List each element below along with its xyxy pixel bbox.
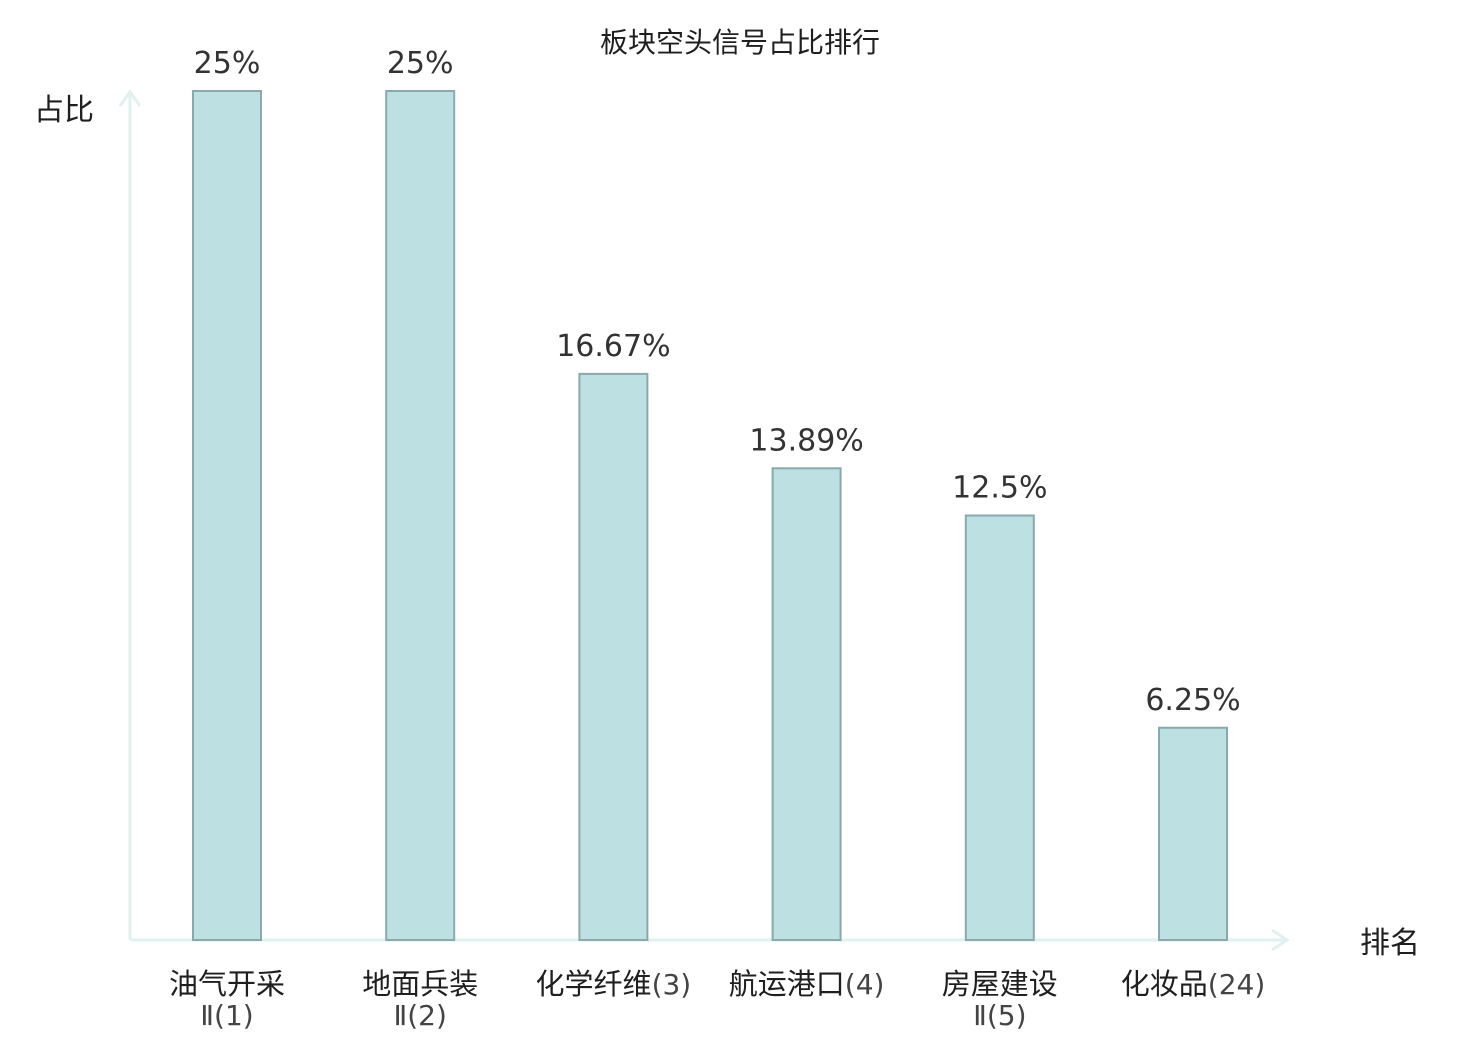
- x-axis-label: 排名: [1360, 926, 1420, 961]
- value-label-4: 13.89%: [749, 423, 863, 458]
- category-label-6: 化妆品(24): [1121, 967, 1266, 1001]
- category-name-3: 化学纤维: [536, 967, 652, 1001]
- category-rank-2: Ⅱ(2): [393, 999, 446, 1032]
- y-axis-arrow: [118, 89, 142, 107]
- chart-title: 板块空头信号占比排行: [600, 26, 880, 59]
- bar-5: [964, 514, 1035, 941]
- value-label-3: 16.67%: [556, 329, 670, 364]
- category-name-4: 航运港口: [729, 967, 845, 1001]
- value-label-2: 25%: [387, 46, 454, 81]
- bars-group: [192, 90, 1228, 942]
- category-name-5: 房屋建设: [942, 967, 1058, 1001]
- bar-3: [578, 372, 649, 942]
- value-label-5: 12.5%: [952, 471, 1047, 506]
- value-labels-group: 25% 25% 16.67% 13.89% 12.5% 6.25%: [194, 46, 1241, 718]
- category-rank-4: (4): [845, 968, 885, 1001]
- bar-4: [771, 467, 842, 941]
- x-axis-arrow: [1271, 928, 1290, 952]
- axes: [118, 89, 1290, 952]
- category-rank-1: Ⅱ(1): [200, 999, 253, 1032]
- value-label-6: 6.25%: [1145, 683, 1240, 718]
- category-name-1: 油气开采: [169, 967, 285, 1001]
- category-name-6: 化妆品: [1121, 967, 1208, 1001]
- value-label-1: 25%: [194, 46, 261, 81]
- category-rank-3: (3): [652, 968, 692, 1001]
- category-label-4: 航运港口(4): [729, 967, 885, 1001]
- category-rank-5: Ⅱ(5): [973, 999, 1026, 1032]
- bar-2: [385, 90, 456, 941]
- y-axis-label: 占比: [34, 93, 94, 128]
- category-label-3: 化学纤维(3): [536, 967, 692, 1001]
- bar-1: [192, 90, 262, 941]
- category-name-2: 地面兵装: [362, 967, 478, 1001]
- category-rank-6: (24): [1208, 968, 1265, 1001]
- bar-6: [1158, 726, 1228, 941]
